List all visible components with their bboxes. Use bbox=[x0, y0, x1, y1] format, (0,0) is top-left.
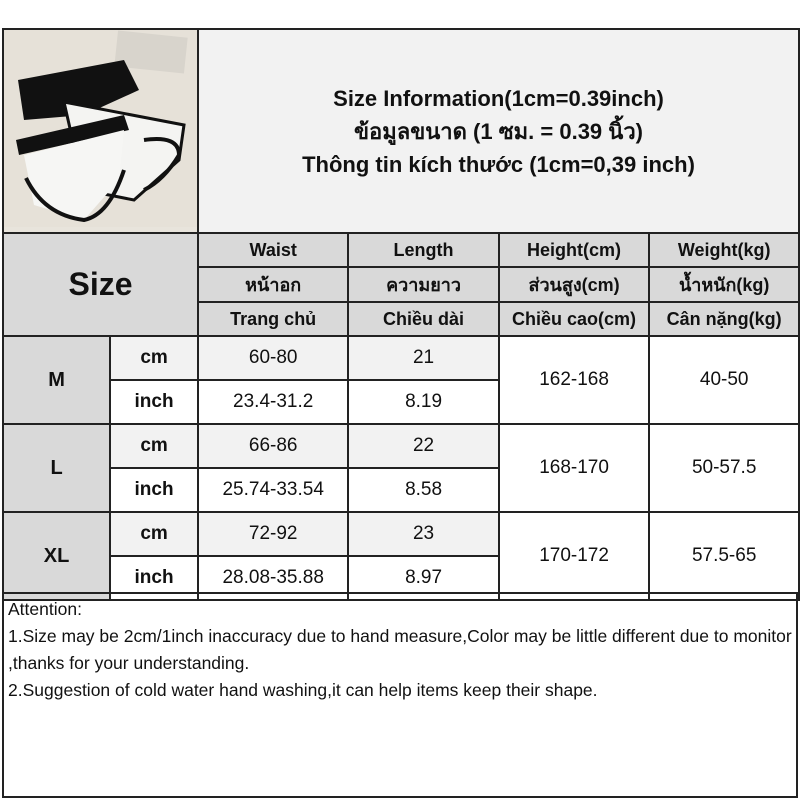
unit-cm: cm bbox=[109, 511, 199, 557]
unit-inch: inch bbox=[109, 379, 199, 425]
height: 170-172 bbox=[497, 511, 651, 601]
size-xl: XL bbox=[1, 511, 112, 601]
col-header-length-en: Length bbox=[347, 232, 500, 268]
col-header-height-vi: Chiều cao(cm) bbox=[497, 301, 651, 337]
size-m: M bbox=[1, 335, 112, 425]
size-l: L bbox=[1, 423, 112, 513]
attention-notes: Attention: 1.Size may be 2cm/1inch inacc… bbox=[2, 592, 798, 798]
weight: 40-50 bbox=[648, 335, 800, 425]
col-header-waist-th: หน้าอก bbox=[196, 266, 350, 303]
attention-note-1: 1.Size may be 2cm/1inch inaccuracy due t… bbox=[8, 626, 792, 673]
size-info-title: Size Information(1cm=0.39inch) ข้อมูลขนา… bbox=[197, 28, 800, 234]
attention-heading: Attention: bbox=[8, 599, 82, 619]
waist-cm: 66-86 bbox=[196, 423, 350, 469]
weight: 57.5-65 bbox=[648, 511, 800, 601]
unit-cm: cm bbox=[109, 335, 199, 381]
length-inch: 8.19 bbox=[347, 379, 500, 425]
waist-inch: 23.4-31.2 bbox=[196, 379, 350, 425]
length-cm: 23 bbox=[347, 511, 500, 557]
product-image bbox=[5, 31, 196, 227]
unit-inch: inch bbox=[109, 467, 199, 513]
waist-cm: 60-80 bbox=[196, 335, 350, 381]
col-header-height-th: ส่วนสูง(cm) bbox=[497, 266, 651, 303]
title-english: Size Information(1cm=0.39inch) bbox=[333, 85, 664, 111]
col-header-waist-en: Waist bbox=[196, 232, 350, 268]
height: 168-170 bbox=[497, 423, 651, 513]
col-header-length-vi: Chiều dài bbox=[347, 301, 500, 337]
size-chart-table: Size Information(1cm=0.39inch) ข้อมูลขนา… bbox=[1, 28, 800, 601]
waist-inch: 25.74-33.54 bbox=[196, 467, 350, 513]
length-cm: 21 bbox=[347, 335, 500, 381]
col-header-weight-vi: Cân nặng(kg) bbox=[648, 301, 800, 337]
length-inch: 8.58 bbox=[347, 467, 500, 513]
waist-cm: 72-92 bbox=[196, 511, 350, 557]
unit-cm: cm bbox=[109, 423, 199, 469]
product-photo bbox=[2, 28, 199, 234]
col-header-height-en: Height(cm) bbox=[497, 232, 651, 268]
col-header-weight-th: น้ำหนัก(kg) bbox=[648, 266, 800, 303]
attention-note-2: 2.Suggestion of cold water hand washing,… bbox=[8, 680, 598, 700]
length-cm: 22 bbox=[347, 423, 500, 469]
col-header-weight-en: Weight(kg) bbox=[648, 232, 800, 268]
col-header-waist-vi: Trang chủ bbox=[196, 301, 350, 337]
height: 162-168 bbox=[497, 335, 651, 425]
size-header: Size bbox=[2, 232, 199, 337]
col-header-length-th: ความยาว bbox=[347, 266, 500, 303]
weight: 50-57.5 bbox=[648, 423, 800, 513]
title-thai: ข้อมูลขนาด (1 ซม. = 0.39 นิ้ว) bbox=[353, 118, 643, 144]
title-vietnamese: Thông tin kích thước (1cm=0,39 inch) bbox=[302, 151, 695, 177]
